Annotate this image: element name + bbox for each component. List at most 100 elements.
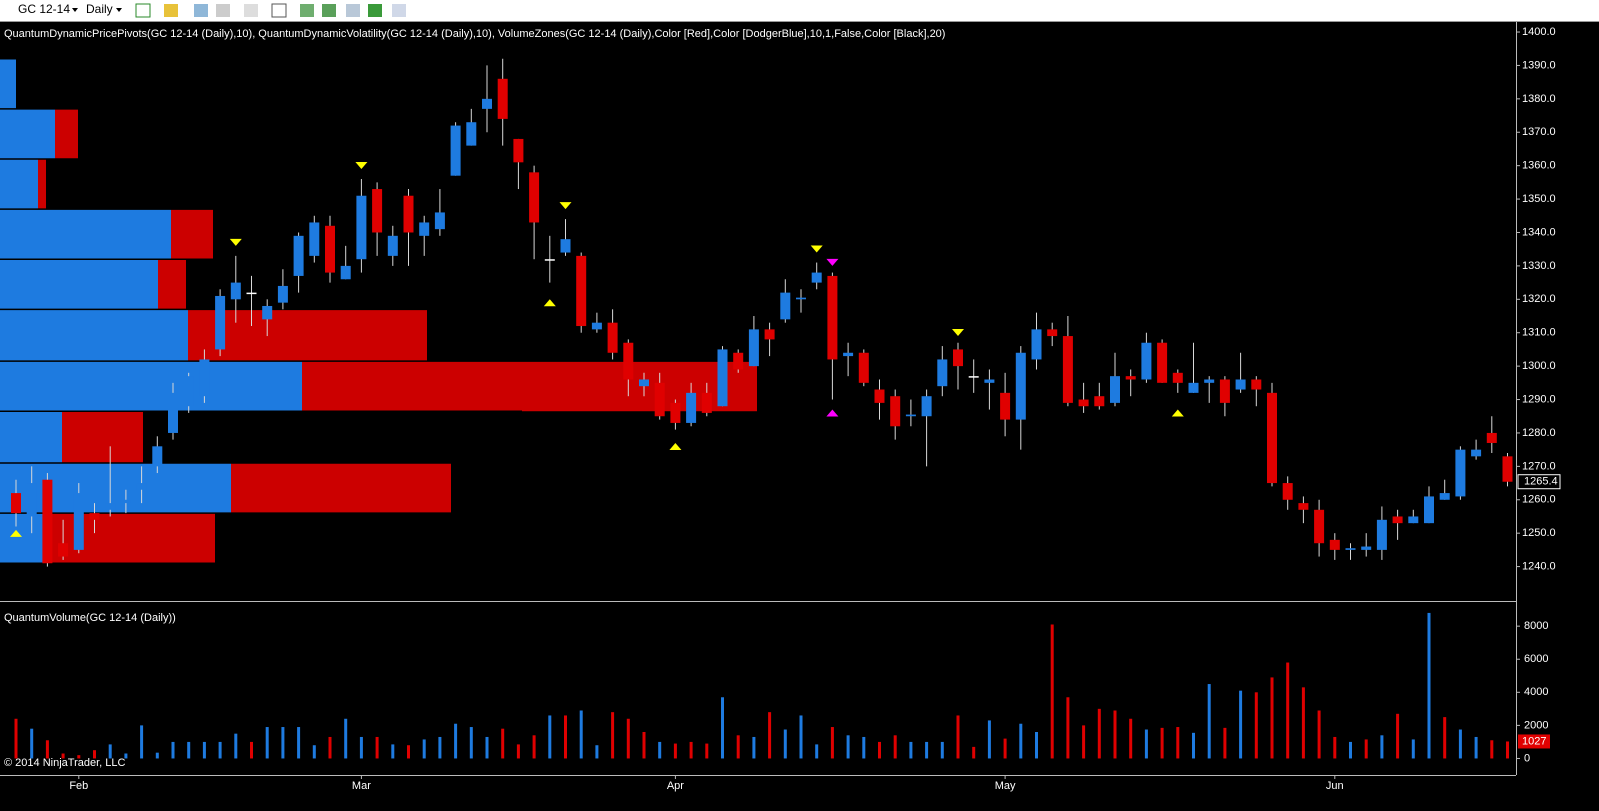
volume-bar <box>171 741 175 759</box>
candle-body <box>701 392 712 413</box>
candle-body <box>1424 496 1434 524</box>
candle-body <box>733 352 744 370</box>
symbol-selector[interactable]: GC 12-14 <box>18 2 70 16</box>
volume-bar <box>1349 741 1352 759</box>
volume-bar <box>516 744 520 759</box>
candle-body <box>811 272 822 283</box>
volume-bar <box>564 715 567 759</box>
zone-red <box>171 209 213 260</box>
volume-bar <box>1113 710 1117 759</box>
candle-body <box>1000 392 1011 420</box>
zone-red <box>158 259 186 310</box>
volume-bar <box>422 739 426 759</box>
pivot-marker <box>355 162 368 170</box>
candle-body <box>905 414 916 417</box>
zone-red <box>302 361 757 412</box>
candle-body <box>984 379 995 383</box>
candle-body <box>58 543 69 557</box>
pivot-marker <box>229 238 242 246</box>
volume-bar <box>1427 612 1431 759</box>
price-tick-label: 1350.0 <box>1522 193 1556 205</box>
candle-body <box>419 222 430 236</box>
indicators-button[interactable] <box>322 4 336 17</box>
volume-bar <box>548 715 552 759</box>
candle-body <box>1471 449 1482 457</box>
volume-bar <box>815 744 819 759</box>
strategies-button[interactable] <box>346 4 360 17</box>
instruments-button[interactable] <box>300 4 314 17</box>
volume-bar <box>673 743 677 759</box>
dropdown-arrow[interactable] <box>72 8 78 12</box>
volume-bar <box>1129 718 1133 759</box>
volume-bar <box>1443 717 1447 759</box>
volume-bar <box>469 727 473 759</box>
cursor-button[interactable] <box>244 4 258 17</box>
volume-bar <box>532 735 536 759</box>
volume-bar <box>1082 725 1086 759</box>
price-tick-label: 1280.0 <box>1522 427 1556 439</box>
candle-body <box>434 212 445 230</box>
price-tick-label: 1360.0 <box>1522 160 1556 172</box>
zone-blue <box>0 158 38 210</box>
copyright: © 2014 NinjaTrader, LLC <box>4 757 125 769</box>
candle-body <box>1486 432 1497 443</box>
zoom-in-button[interactable] <box>194 4 208 17</box>
zone-blue <box>0 463 231 514</box>
volume-bar <box>1333 736 1337 759</box>
dropdown-arrow[interactable] <box>116 8 122 12</box>
candle-body <box>623 342 634 380</box>
zone-blue <box>0 411 62 464</box>
time-tick-label: Mar <box>352 780 371 792</box>
plot <box>10 58 1513 759</box>
volume-bar <box>454 723 458 759</box>
price-tick-label: 1330.0 <box>1522 260 1556 272</box>
candle-body <box>591 322 602 330</box>
zone-blue <box>0 209 171 260</box>
volume-bar <box>155 752 159 759</box>
pivot-marker <box>826 258 839 266</box>
volume-tick-label: 8000 <box>1524 620 1548 632</box>
volume-bar <box>1066 697 1070 759</box>
candle-body <box>1439 493 1450 500</box>
volume-bar <box>1223 727 1227 759</box>
zone-blue <box>0 361 302 412</box>
drawing-tool-button[interactable] <box>164 4 178 17</box>
volume-bar <box>799 715 803 759</box>
data-box-button[interactable] <box>271 3 287 18</box>
interval-selector[interactable]: Daily <box>86 2 113 16</box>
volume-bar <box>344 718 348 759</box>
price-panel-label: QuantumDynamicPricePivots(GC 12-14 (Dail… <box>4 28 945 40</box>
candle-body <box>277 285 288 303</box>
zone-red <box>231 463 451 514</box>
price-tick-label: 1300.0 <box>1522 360 1556 372</box>
zone-red <box>55 108 78 159</box>
candle-body <box>482 98 492 109</box>
candle-body <box>215 295 226 350</box>
properties-button[interactable] <box>392 4 406 17</box>
volume-bar <box>768 712 772 759</box>
volume-bar <box>987 720 991 759</box>
candle-body <box>105 503 116 510</box>
zone-blue <box>0 513 49 564</box>
candle-body <box>1078 399 1089 407</box>
bar-type-button[interactable] <box>135 3 151 18</box>
zoom-out-button[interactable] <box>216 4 230 17</box>
volume-bar <box>940 741 944 759</box>
volume-tick-label: 6000 <box>1524 653 1548 665</box>
volume-bar <box>140 725 144 759</box>
volume-bar <box>1364 739 1368 759</box>
zone-red <box>62 411 143 464</box>
volume-bar <box>1286 662 1290 759</box>
candle-body <box>717 349 728 407</box>
volume-bar <box>485 736 489 759</box>
pivot-marker <box>826 409 839 417</box>
candle-body <box>246 292 257 295</box>
order-button[interactable] <box>368 4 382 17</box>
volume-bar <box>1396 713 1400 759</box>
volume-bar <box>501 728 505 759</box>
candle-body <box>921 396 932 417</box>
candle-body <box>403 195 414 233</box>
price-tick-label: 1310.0 <box>1522 327 1556 339</box>
candle-body <box>654 382 665 417</box>
candle-body <box>450 125 461 176</box>
